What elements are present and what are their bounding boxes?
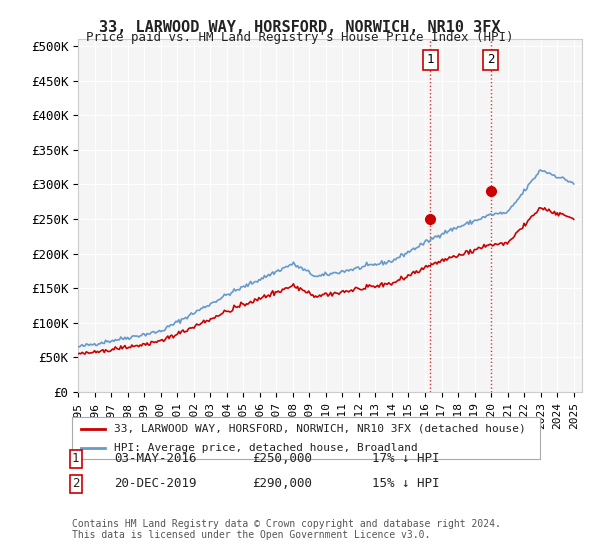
Text: 20-DEC-2019: 20-DEC-2019 <box>114 477 197 490</box>
Text: 2: 2 <box>487 53 494 67</box>
Text: 1: 1 <box>427 53 434 67</box>
Text: HPI: Average price, detached house, Broadland: HPI: Average price, detached house, Broa… <box>114 443 418 453</box>
Text: 17% ↓ HPI: 17% ↓ HPI <box>372 452 439 465</box>
Text: 33, LARWOOD WAY, HORSFORD, NORWICH, NR10 3FX: 33, LARWOOD WAY, HORSFORD, NORWICH, NR10… <box>99 20 501 35</box>
Text: 2: 2 <box>72 477 79 490</box>
Text: £250,000: £250,000 <box>252 452 312 465</box>
Text: Contains HM Land Registry data © Crown copyright and database right 2024.
This d: Contains HM Land Registry data © Crown c… <box>72 519 501 540</box>
Text: Price paid vs. HM Land Registry's House Price Index (HPI): Price paid vs. HM Land Registry's House … <box>86 31 514 44</box>
Text: 1: 1 <box>72 452 79 465</box>
Text: £290,000: £290,000 <box>252 477 312 490</box>
Text: 03-MAY-2016: 03-MAY-2016 <box>114 452 197 465</box>
Text: 33, LARWOOD WAY, HORSFORD, NORWICH, NR10 3FX (detached house): 33, LARWOOD WAY, HORSFORD, NORWICH, NR10… <box>114 423 526 433</box>
Text: 15% ↓ HPI: 15% ↓ HPI <box>372 477 439 490</box>
